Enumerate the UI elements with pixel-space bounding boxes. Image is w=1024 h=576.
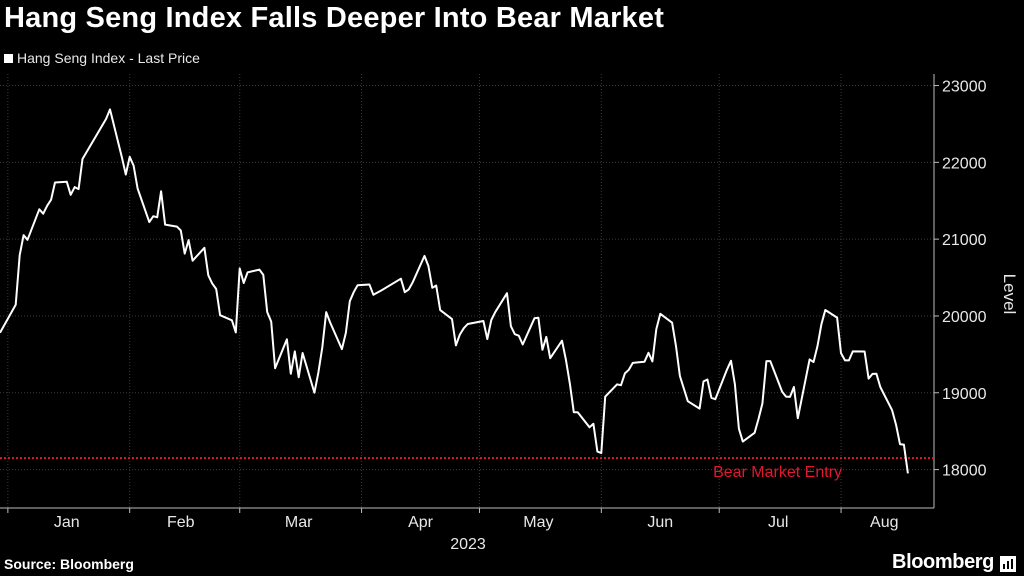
legend: Hang Seng Index - Last Price	[4, 50, 200, 66]
bloomberg-terminal-icon	[1000, 556, 1016, 572]
chart-title: Hang Seng Index Falls Deeper Into Bear M…	[4, 2, 665, 34]
y-tick-label: 18000	[942, 463, 987, 480]
x-tick-label: Mar	[285, 514, 313, 531]
x-tick-label: Jan	[54, 514, 80, 531]
source-note: Source: Bloomberg	[4, 556, 134, 572]
bear-market-threshold-label: Bear Market Entry	[713, 464, 842, 481]
y-tick-label: 20000	[942, 309, 987, 326]
legend-label: Hang Seng Index - Last Price	[17, 50, 200, 66]
hang-seng-index-line	[0, 108, 909, 474]
x-tick-label: Jul	[768, 514, 788, 531]
y-tick-label: 22000	[942, 155, 987, 172]
brand-logo: Bloomberg	[892, 551, 994, 573]
y-tick-label: 19000	[942, 386, 987, 403]
legend-swatch	[4, 53, 13, 63]
y-tick-label: 23000	[942, 79, 987, 96]
y-tick-label: 21000	[942, 232, 987, 249]
y-axis-title: Level	[1000, 274, 1019, 315]
x-tick-label: Apr	[408, 514, 434, 531]
x-tick-label: Jun	[647, 514, 673, 531]
x-tick-label: Aug	[870, 514, 898, 531]
x-axis-title: 2023	[450, 536, 486, 553]
x-tick-label: Feb	[167, 514, 195, 531]
x-tick-label: May	[523, 514, 553, 531]
